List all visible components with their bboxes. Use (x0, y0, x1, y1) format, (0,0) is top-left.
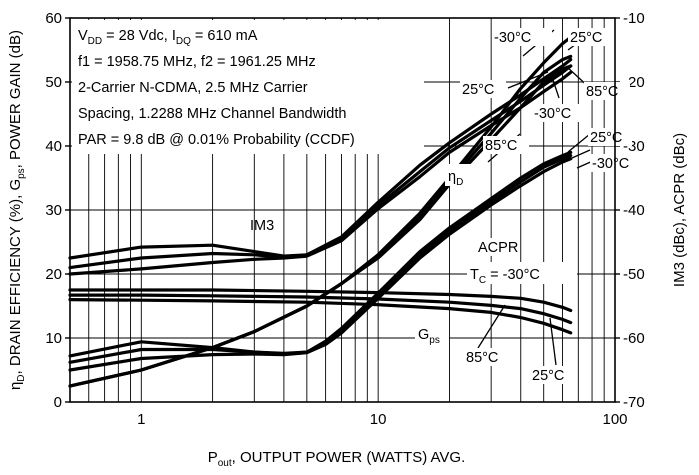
curve-acpr-10 (68, 154, 573, 364)
y-left-tick-label: 0 (54, 394, 62, 411)
y-right-tick-label: -60 (623, 330, 645, 347)
temp-label-25-gps: 25°C (532, 368, 564, 384)
x-axis-symbol: P (208, 449, 218, 466)
conditions-box (72, 20, 424, 154)
y-left-title-subscript: ps (16, 168, 27, 179)
temp-label-minus30-acpr: -30°C (592, 156, 629, 172)
y-left-title-part: , DRAIN EFFICIENCY (%), G (7, 179, 24, 375)
condition-text: = 610 mA (191, 28, 258, 44)
x-tick-label: 1 (137, 411, 145, 428)
temp-label-minus30-eff: -30°C (534, 106, 571, 122)
temp-label-top-25-bg (568, 28, 614, 46)
curve-power-gain-4 (68, 293, 573, 325)
gps-subscript: ps (429, 335, 440, 346)
label-gps-bg (415, 322, 449, 348)
condition-line: Spacing, 1.2288 MHz Channel Bandwidth (78, 106, 346, 122)
label-gps: Gps (418, 327, 440, 346)
y-left-tick-label: 30 (45, 202, 62, 219)
y-left-tick-label: 60 (45, 10, 62, 27)
y-left-axis-title: ηD​, DRAIN EFFICIENCY (%), Gps​, POWER G… (7, 30, 27, 390)
leader-line (477, 304, 506, 349)
temp-label-85-eff: 85°C (586, 84, 618, 100)
temp-label-top-25: 25°C (570, 30, 602, 46)
leader-line (571, 149, 591, 159)
y-left-tick-label: 10 (45, 330, 62, 347)
y-left-tick-label: 40 (45, 138, 62, 155)
condition-text: = 28 Vdc, I (102, 28, 176, 44)
temp-label-top-minus30-bg (492, 28, 552, 46)
label-tc-bg (467, 262, 577, 284)
label-im3: IM3 (250, 218, 274, 234)
temp-label-25-gps-bg (530, 366, 576, 384)
x-axis-title-words: OUTPUT POWER (WATTS) AVG. (240, 449, 465, 466)
gps-symbol: G (418, 327, 429, 343)
label-eta-d: ηD (448, 169, 463, 188)
temp-label-85-gps-bg (464, 348, 510, 366)
eta-subscript: D (456, 177, 463, 188)
label-acpr: ACPR (478, 240, 518, 256)
y-right-tick-label: -40 (623, 202, 645, 219)
condition-subscript: DQ (176, 36, 191, 47)
condition-text: PAR = 9.8 dB @ 0.01% Probability (CCDF) (78, 132, 355, 148)
curve-layer (68, 35, 573, 388)
condition-text: 2-Carrier N-CDMA, 2.5 MHz Carrier (78, 80, 308, 96)
y-left-title-part: , POWER GAIN (dB) (7, 30, 24, 168)
temp-label-25-acpr: 25°C (590, 130, 622, 146)
label-acpr-bg (476, 238, 520, 256)
condition-line: PAR = 9.8 dB @ 0.01% Probability (CCDF) (78, 132, 355, 148)
tc-symbol: T (470, 267, 479, 283)
temp-label-25-acpr-bg (588, 128, 632, 146)
curve-power-gain-5 (68, 298, 573, 335)
curve-power-gain-3 (68, 288, 573, 313)
plot-frame (69, 17, 616, 403)
curve-im3-6 (68, 58, 573, 260)
tc-value: = -30°C (486, 267, 540, 283)
leader-line (549, 317, 557, 366)
condition-text: Spacing, 1.2288 MHz Channel Bandwidth (78, 106, 346, 122)
label-tc: TC​ = -30°C (470, 267, 540, 286)
y-right-tick-label: -50 (623, 266, 645, 283)
temp-label-85-eff-bg (584, 82, 630, 100)
curve-im3-8 (68, 70, 573, 276)
y-left-title-part: η (7, 382, 24, 390)
condition-subscript: DD (88, 36, 102, 47)
temp-label-85-acpr-bg (483, 136, 529, 154)
condition-line: VDD​ = 28 Vdc, IDQ​ = 610 mA (78, 28, 258, 47)
y-left-tick-label: 20 (45, 266, 62, 283)
y-right-tick-label: -10 (623, 10, 645, 27)
y-right-tick-label: -70 (623, 394, 645, 411)
x-tick-label: 10 (370, 411, 387, 428)
x-axis-title: Pout​, OUTPUT POWER (WATTS) AVG. (208, 449, 466, 469)
y-left-title-subscript: D (16, 374, 27, 381)
leader-line (552, 79, 560, 99)
curve-im3-7 (68, 64, 573, 270)
x-axis-symbol-subscript: out (218, 458, 232, 469)
temp-label-minus30-acpr-bg (590, 154, 646, 172)
condition-text: f1 = 1958.75 MHz, f2 = 1961.25 MHz (78, 54, 316, 70)
condition-text: V (78, 28, 88, 44)
temp-label-top-minus30: -30°C (494, 30, 531, 46)
eta-symbol: η (448, 169, 456, 185)
x-tick-label: 100 (602, 411, 627, 428)
temp-label-85-gps: 85°C (466, 350, 498, 366)
tc-subscript: C (479, 275, 486, 286)
curve-acpr-11 (68, 157, 573, 372)
y-right-axis-title: IM3 (dBc), ACPR (dBc) (671, 133, 688, 287)
y-left-tick-label: 50 (45, 74, 62, 91)
leader-line (507, 71, 549, 89)
leader-line (567, 133, 591, 153)
temp-label-minus30-eff-bg (532, 104, 588, 122)
condition-line: f1 = 1958.75 MHz, f2 = 1961.25 MHz (78, 54, 316, 70)
label-eta-bg (445, 164, 471, 186)
condition-line: 2-Carrier N-CDMA, 2.5 MHz Carrier (78, 80, 308, 96)
x-axis-title-text: , (232, 449, 240, 466)
temp-label-mid-25: 25°C (462, 82, 494, 98)
temp-label-85-acpr: 85°C (485, 138, 517, 154)
temp-label-mid-25-bg (460, 80, 506, 98)
